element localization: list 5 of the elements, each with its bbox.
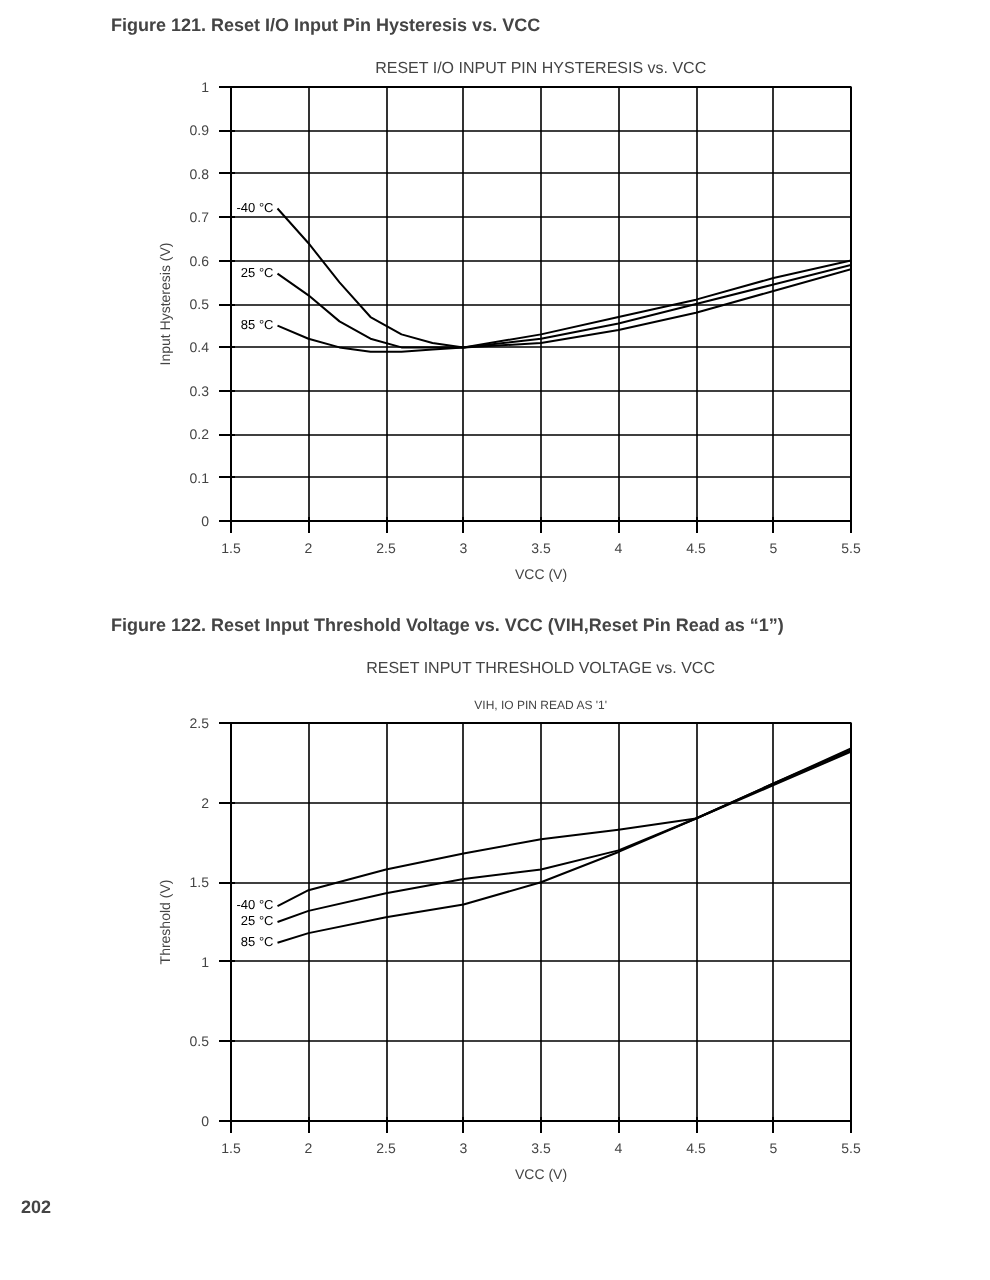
chart-title: Figure 121. Reset I/O Input Pin Hysteresis vs. VCC bbox=[111, 15, 542, 35]
chart-subtitle: RESET INPUT THRESHOLD VOLTAGE vs. VCC bbox=[366, 659, 716, 677]
chart-title: Figure 122. Reset Input Threshold Voltage vs. VCC (VIH,Reset Pin Read as “1”) bbox=[111, 615, 784, 635]
text: 202 bbox=[21, 1197, 52, 1217]
chart-subtitle: RESET I/O INPUT PIN HYSTERESIS vs. VCC bbox=[375, 59, 707, 77]
